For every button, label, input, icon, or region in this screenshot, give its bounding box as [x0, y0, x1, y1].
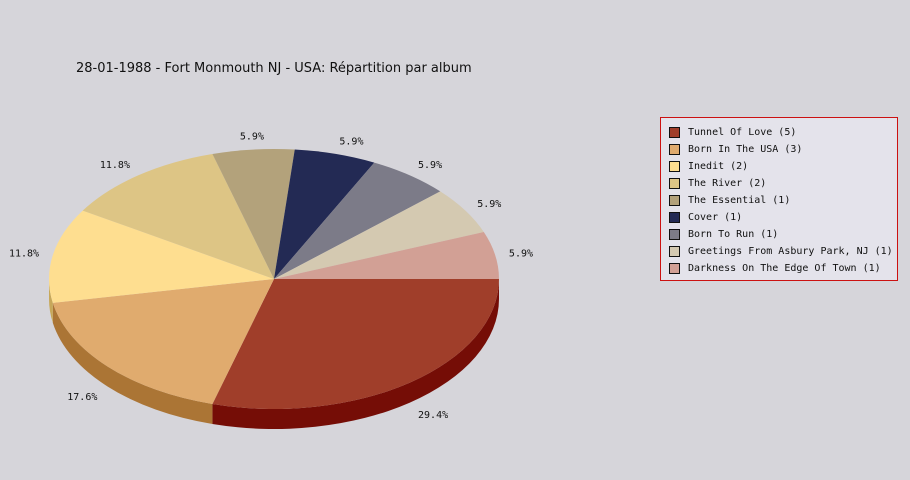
- legend-item-0: Tunnel Of Love (5): [669, 124, 897, 141]
- legend-swatch-2: [669, 161, 680, 172]
- pie-slice-0: [212, 279, 499, 409]
- percent-label-4: 5.9%: [240, 132, 264, 143]
- percent-label-2: 11.8%: [9, 249, 39, 260]
- legend-label-8: Darkness On The Edge Of Town (1): [688, 263, 881, 274]
- pie-slice-side-1: [52, 302, 213, 425]
- legend-label-4: The Essential (1): [688, 195, 791, 206]
- legend-label-2: Inedit (2): [688, 161, 749, 172]
- legend-item-2: Inedit (2): [669, 158, 897, 175]
- pie-slice-1: [52, 279, 274, 405]
- legend-label-0: Tunnel Of Love (5): [688, 127, 797, 138]
- pie-slice-8: [274, 232, 499, 279]
- percent-label-7: 5.9%: [477, 199, 501, 210]
- legend-item-3: The River (2): [669, 175, 897, 192]
- pie-slice-side-0: [212, 279, 499, 429]
- pie-chart: 29.4% 17.6% 11.8% 11.8% 5.9% 5.9% 5.9% 5.9% 5.9%: [9, 132, 533, 429]
- pie-slice-7: [274, 191, 484, 279]
- percent-label-8: 5.9%: [509, 249, 533, 260]
- legend-item-7: Greetings From Asbury Park, NJ (1): [669, 243, 897, 260]
- percent-label-0: 29.4%: [418, 410, 448, 421]
- pie-slice-4: [212, 149, 295, 279]
- pie-slice-6: [274, 162, 441, 279]
- percent-label-6: 5.9%: [418, 160, 442, 171]
- percent-label-3: 11.8%: [100, 160, 130, 171]
- legend-label-3: The River (2): [688, 178, 767, 189]
- legend-item-8: Darkness On The Edge Of Town (1): [669, 260, 897, 277]
- legend-item-5: Cover (1): [669, 209, 897, 226]
- legend-swatch-5: [669, 212, 680, 223]
- legend-swatch-4: [669, 195, 680, 206]
- legend-swatch-1: [669, 144, 680, 155]
- percent-label-1: 17.6%: [67, 392, 97, 403]
- legend-item-4: The Essential (1): [669, 192, 897, 209]
- legend-swatch-7: [669, 246, 680, 257]
- legend-label-1: Born In The USA (3): [688, 144, 803, 155]
- pie-slice-side-2: [49, 279, 53, 323]
- legend-item-6: Born To Run (1): [669, 226, 897, 243]
- pie-slice-2: [48, 210, 274, 303]
- percent-label-5: 5.9%: [339, 136, 363, 147]
- legend-swatch-6: [669, 229, 680, 240]
- pie-slice-5: [274, 149, 375, 279]
- legend-swatch-8: [669, 263, 680, 274]
- pie-slice-3: [82, 153, 274, 279]
- legend-label-5: Cover (1): [688, 212, 743, 223]
- legend-item-1: Born In The USA (3): [669, 141, 897, 158]
- chart-title: 28-01-1988 - Fort Monmouth NJ - USA: Rép…: [76, 61, 472, 76]
- legend-label-6: Born To Run (1): [688, 229, 779, 240]
- legend-swatch-0: [669, 127, 680, 138]
- legend-label-7: Greetings From Asbury Park, NJ (1): [688, 246, 893, 257]
- legend-swatch-3: [669, 178, 680, 189]
- legend: Tunnel Of Love (5) Born In The USA (3) Ine…: [660, 117, 898, 281]
